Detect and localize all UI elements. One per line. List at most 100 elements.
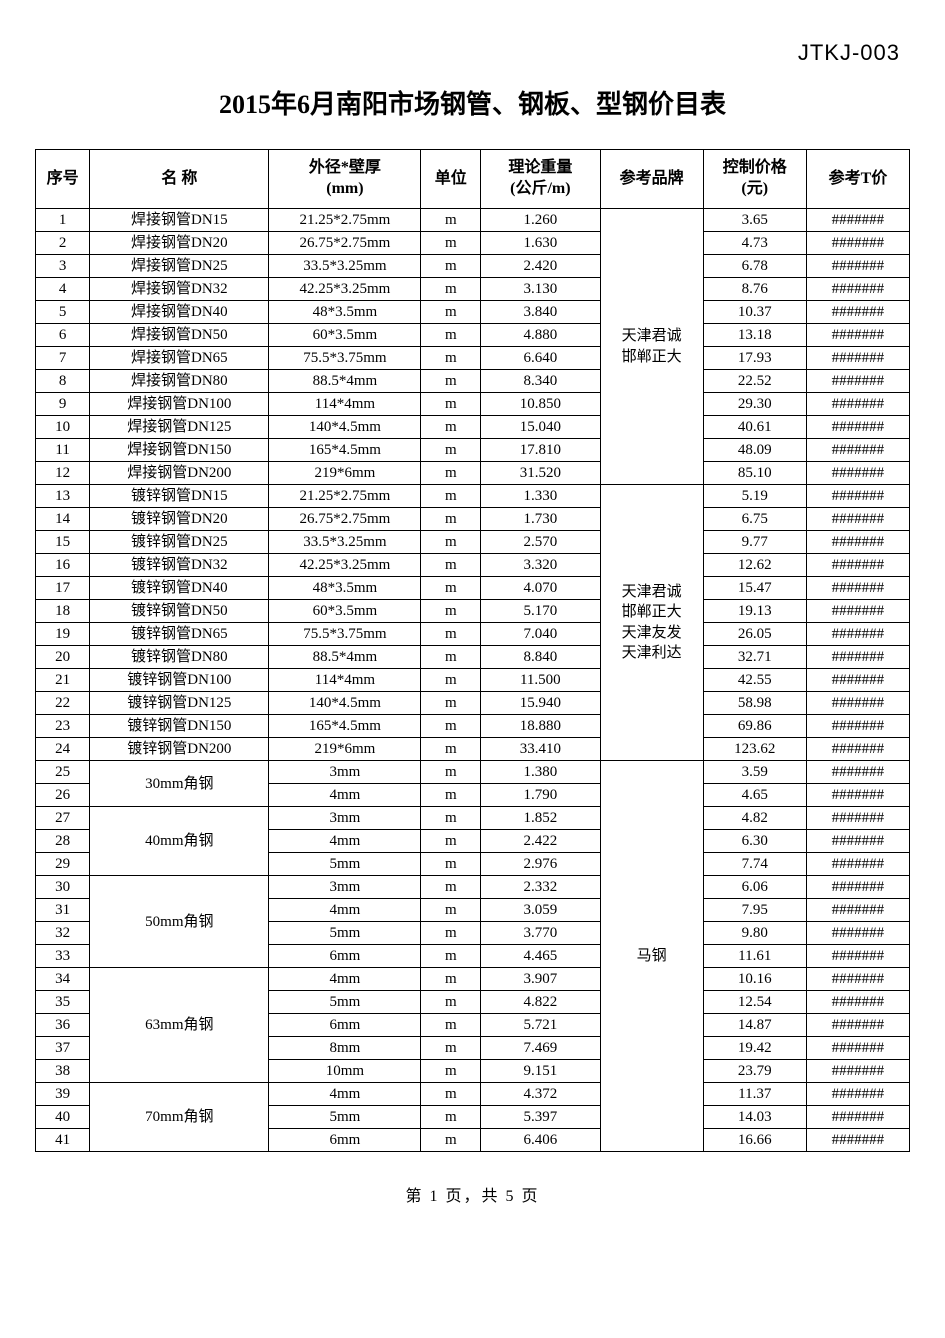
cell-spec: 6mm — [269, 1014, 421, 1037]
cell-weight: 2.332 — [481, 876, 600, 899]
cell-spec: 4mm — [269, 968, 421, 991]
cell-index: 31 — [36, 899, 90, 922]
cell-spec: 5mm — [269, 1106, 421, 1129]
cell-name-merged: 70mm角钢 — [90, 1083, 269, 1152]
cell-unit: m — [421, 462, 481, 485]
cell-index: 22 — [36, 692, 90, 715]
cell-spec: 3mm — [269, 761, 421, 784]
cell-index: 38 — [36, 1060, 90, 1083]
cell-price: 10.37 — [703, 301, 806, 324]
cell-unit: m — [421, 830, 481, 853]
cell-unit: m — [421, 1060, 481, 1083]
cell-weight: 2.976 — [481, 853, 600, 876]
cell-name: 镀锌钢管DN32 — [90, 554, 269, 577]
cell-unit: m — [421, 416, 481, 439]
table-row: 10焊接钢管DN125140*4.5mmm15.04040.61####### — [36, 416, 910, 439]
table-row: 1焊接钢管DN1521.25*2.75mmm1.260天津君诚邯郸正大3.65#… — [36, 209, 910, 232]
cell-unit: m — [421, 991, 481, 1014]
cell-index: 27 — [36, 807, 90, 830]
cell-ref: ####### — [806, 600, 909, 623]
cell-name: 镀锌钢管DN150 — [90, 715, 269, 738]
cell-unit: m — [421, 577, 481, 600]
cell-spec: 21.25*2.75mm — [269, 209, 421, 232]
cell-index: 26 — [36, 784, 90, 807]
cell-unit: m — [421, 1037, 481, 1060]
cell-price: 19.13 — [703, 600, 806, 623]
cell-brand-merged: 天津君诚邯郸正大 — [600, 209, 703, 485]
cell-unit: m — [421, 439, 481, 462]
cell-index: 10 — [36, 416, 90, 439]
cell-ref: ####### — [806, 278, 909, 301]
cell-spec: 3mm — [269, 807, 421, 830]
table-row: 17镀锌钢管DN4048*3.5mmm4.07015.47####### — [36, 577, 910, 600]
cell-name: 镀锌钢管DN200 — [90, 738, 269, 761]
th-brand: 参考品牌 — [600, 150, 703, 209]
cell-ref: ####### — [806, 554, 909, 577]
cell-ref: ####### — [806, 692, 909, 715]
cell-price: 4.65 — [703, 784, 806, 807]
cell-index: 3 — [36, 255, 90, 278]
cell-ref: ####### — [806, 370, 909, 393]
page-title: 2015年6月南阳市场钢管、钢板、型钢价目表 — [35, 84, 910, 121]
cell-unit: m — [421, 669, 481, 692]
cell-weight: 1.260 — [481, 209, 600, 232]
cell-spec: 88.5*4mm — [269, 370, 421, 393]
cell-weight: 7.469 — [481, 1037, 600, 1060]
cell-spec: 3mm — [269, 876, 421, 899]
cell-spec: 219*6mm — [269, 738, 421, 761]
cell-weight: 17.810 — [481, 439, 600, 462]
cell-price: 7.95 — [703, 899, 806, 922]
cell-weight: 8.340 — [481, 370, 600, 393]
cell-spec: 140*4.5mm — [269, 692, 421, 715]
cell-name: 焊接钢管DN80 — [90, 370, 269, 393]
cell-unit: m — [421, 784, 481, 807]
cell-index: 4 — [36, 278, 90, 301]
cell-weight: 2.422 — [481, 830, 600, 853]
cell-index: 7 — [36, 347, 90, 370]
cell-spec: 5mm — [269, 853, 421, 876]
table-row: 22镀锌钢管DN125140*4.5mmm15.94058.98####### — [36, 692, 910, 715]
cell-index: 32 — [36, 922, 90, 945]
cell-ref: ####### — [806, 255, 909, 278]
cell-spec: 5mm — [269, 922, 421, 945]
cell-index: 15 — [36, 531, 90, 554]
cell-name: 镀锌钢管DN15 — [90, 485, 269, 508]
cell-price: 48.09 — [703, 439, 806, 462]
cell-name: 焊接钢管DN100 — [90, 393, 269, 416]
cell-unit: m — [421, 370, 481, 393]
cell-weight: 18.880 — [481, 715, 600, 738]
table-row: 24镀锌钢管DN200219*6mmm33.410123.62####### — [36, 738, 910, 761]
cell-spec: 10mm — [269, 1060, 421, 1083]
table-row: 12焊接钢管DN200219*6mmm31.52085.10####### — [36, 462, 910, 485]
cell-index: 5 — [36, 301, 90, 324]
table-row: 15镀锌钢管DN2533.5*3.25mmm2.5709.77####### — [36, 531, 910, 554]
cell-spec: 75.5*3.75mm — [269, 347, 421, 370]
cell-ref: ####### — [806, 1129, 909, 1152]
cell-price: 123.62 — [703, 738, 806, 761]
cell-index: 19 — [36, 623, 90, 646]
cell-index: 21 — [36, 669, 90, 692]
cell-index: 40 — [36, 1106, 90, 1129]
cell-index: 1 — [36, 209, 90, 232]
cell-index: 37 — [36, 1037, 90, 1060]
cell-price: 4.73 — [703, 232, 806, 255]
cell-weight: 3.130 — [481, 278, 600, 301]
cell-ref: ####### — [806, 1106, 909, 1129]
cell-price: 3.65 — [703, 209, 806, 232]
cell-unit: m — [421, 278, 481, 301]
cell-ref: ####### — [806, 577, 909, 600]
cell-unit: m — [421, 922, 481, 945]
cell-spec: 33.5*3.25mm — [269, 531, 421, 554]
table-row: 9焊接钢管DN100114*4mmm10.85029.30####### — [36, 393, 910, 416]
cell-name: 焊接钢管DN32 — [90, 278, 269, 301]
table-row: 11焊接钢管DN150165*4.5mmm17.81048.09####### — [36, 439, 910, 462]
cell-unit: m — [421, 1014, 481, 1037]
table-row: 6焊接钢管DN5060*3.5mmm4.88013.18####### — [36, 324, 910, 347]
cell-spec: 48*3.5mm — [269, 577, 421, 600]
cell-index: 34 — [36, 968, 90, 991]
cell-ref: ####### — [806, 991, 909, 1014]
cell-price: 11.61 — [703, 945, 806, 968]
cell-weight: 1.630 — [481, 232, 600, 255]
page-footer: 第 1 页，共 5 页 — [35, 1182, 910, 1206]
cell-weight: 4.880 — [481, 324, 600, 347]
